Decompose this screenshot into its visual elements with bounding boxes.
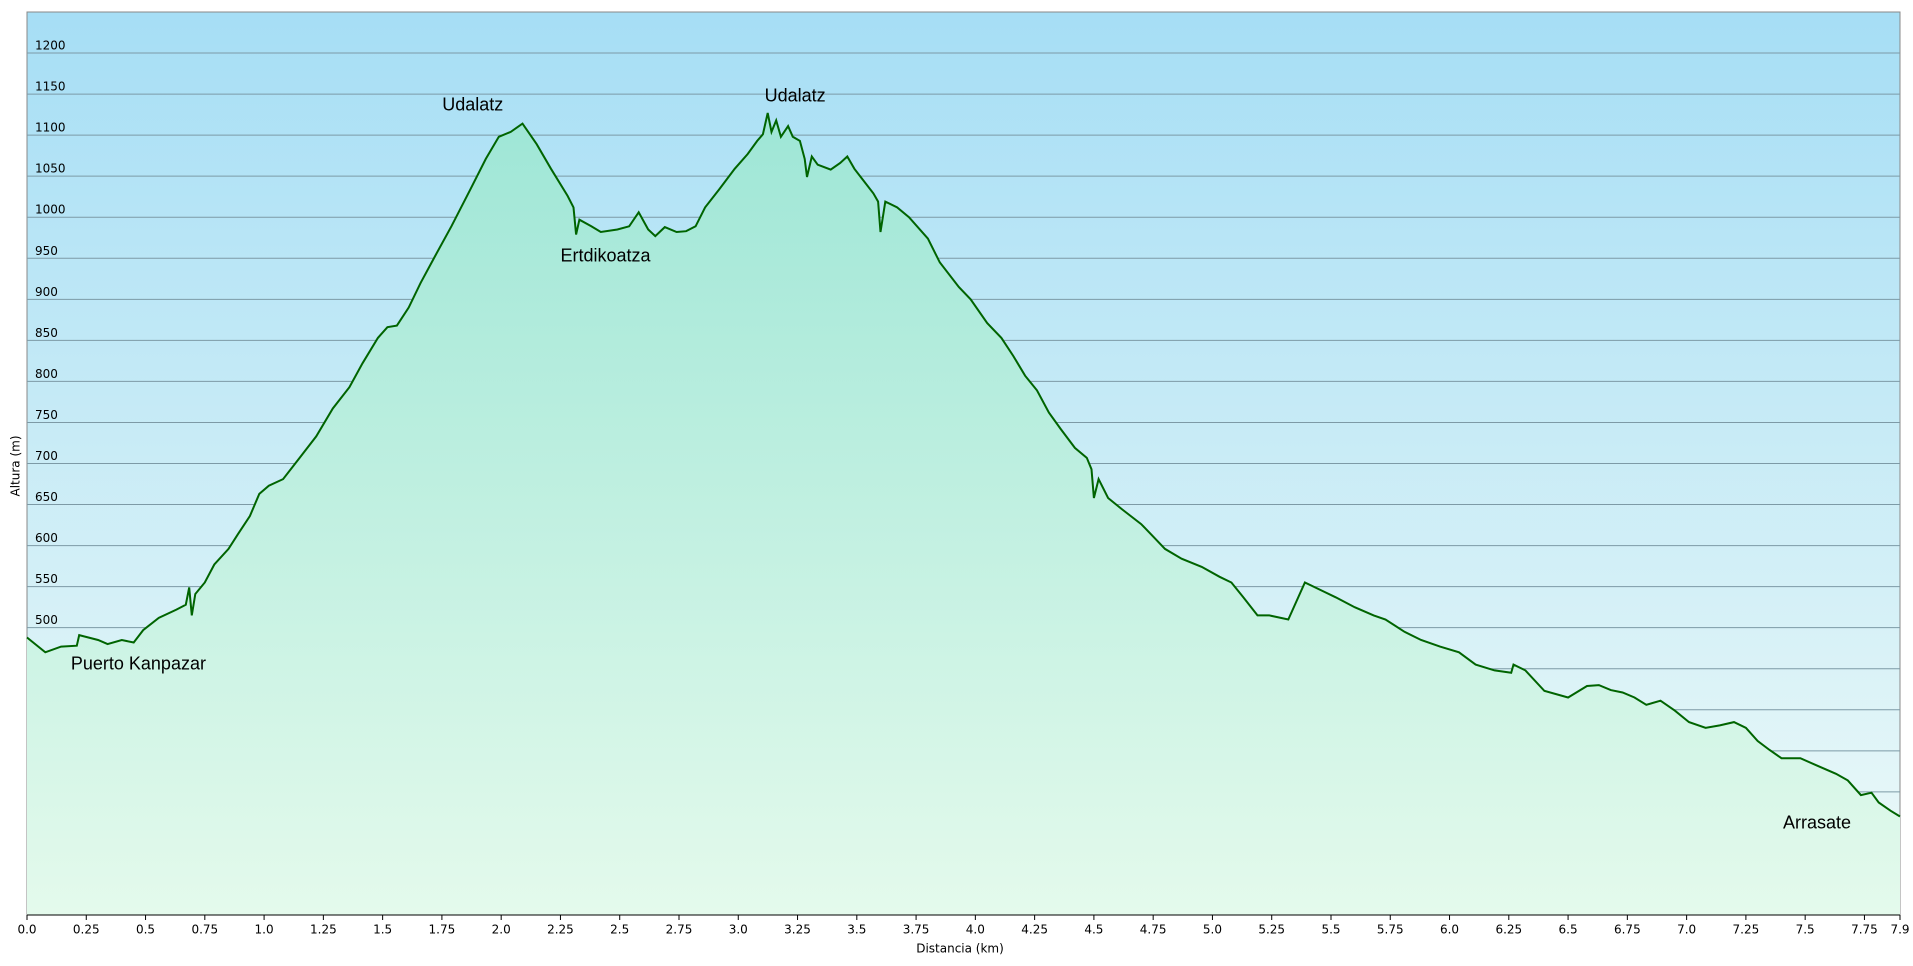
x-tick-label: 2.25 bbox=[547, 923, 574, 937]
y-tick-label: 900 bbox=[35, 285, 58, 299]
x-tick-label: 4.75 bbox=[1140, 923, 1167, 937]
y-tick-label: 550 bbox=[35, 572, 58, 586]
x-tick-label: 0.5 bbox=[136, 923, 155, 937]
y-tick-label: 850 bbox=[35, 326, 58, 340]
x-tick-label: 6.5 bbox=[1559, 923, 1578, 937]
x-tick-label: 6.25 bbox=[1495, 923, 1522, 937]
y-tick-label: 650 bbox=[35, 490, 58, 504]
x-tick-label: 5.75 bbox=[1377, 923, 1404, 937]
annotation: Udalatz bbox=[442, 94, 503, 114]
y-tick-label: 1050 bbox=[35, 162, 66, 176]
x-tick-label: 7.0 bbox=[1677, 923, 1696, 937]
x-tick-label: 6.0 bbox=[1440, 923, 1459, 937]
annotation: Puerto Kanpazar bbox=[71, 653, 206, 673]
y-tick-label: 500 bbox=[35, 613, 58, 627]
y-tick-label: 1100 bbox=[35, 121, 66, 135]
x-tick-label: 0.0 bbox=[17, 923, 36, 937]
x-tick-label: 4.25 bbox=[1021, 923, 1048, 937]
y-tick-label: 1200 bbox=[35, 39, 66, 53]
x-tick-label: 2.75 bbox=[666, 923, 693, 937]
x-tick-label: 7.25 bbox=[1733, 923, 1760, 937]
annotation: Arrasate bbox=[1783, 813, 1851, 833]
x-tick-label: 7.75 bbox=[1851, 923, 1878, 937]
area-fill bbox=[27, 113, 1900, 915]
x-tick-label: 3.25 bbox=[784, 923, 811, 937]
y-tick-label: 600 bbox=[35, 531, 58, 545]
y-tick-label: 1000 bbox=[35, 203, 66, 217]
elevation-line bbox=[26, 112, 1901, 818]
x-tick-label: 3.5 bbox=[847, 923, 866, 937]
x-tick-label: 0.25 bbox=[73, 923, 100, 937]
x-tick-label: 1.5 bbox=[373, 923, 392, 937]
y-axis-label: Altura (m) bbox=[9, 435, 23, 496]
x-tick-label: 3.75 bbox=[903, 923, 930, 937]
x-tick-label: 6.75 bbox=[1614, 923, 1641, 937]
x-tick-label: 4.0 bbox=[966, 923, 985, 937]
annotation: Udalatz bbox=[765, 85, 826, 105]
x-tick-label: 2.0 bbox=[492, 923, 511, 937]
y-tick-label: 950 bbox=[35, 244, 58, 258]
x-tick-label: 0.75 bbox=[191, 923, 218, 937]
y-tick-label: 800 bbox=[35, 367, 58, 381]
x-tick-label: 7.9 bbox=[1890, 923, 1909, 937]
annotation: Ertdikoatza bbox=[560, 245, 651, 265]
x-tick-label: 5.25 bbox=[1258, 923, 1285, 937]
x-tick-label: 1.75 bbox=[429, 923, 456, 937]
x-tick-label: 3.0 bbox=[729, 923, 748, 937]
y-tick-label: 750 bbox=[35, 408, 58, 422]
x-tick-label: 2.5 bbox=[610, 923, 629, 937]
x-tick-label: 1.0 bbox=[255, 923, 274, 937]
x-tick-label: 4.5 bbox=[1084, 923, 1103, 937]
x-tick-label: 5.5 bbox=[1321, 923, 1340, 937]
y-tick-label: 1150 bbox=[35, 80, 66, 94]
x-tick-label: 1.25 bbox=[310, 923, 337, 937]
x-tick-label: 7.5 bbox=[1796, 923, 1815, 937]
x-tick-label: 5.0 bbox=[1203, 923, 1222, 937]
y-tick-label: 700 bbox=[35, 449, 58, 463]
x-axis-label: Distancia (km) bbox=[916, 942, 1004, 956]
